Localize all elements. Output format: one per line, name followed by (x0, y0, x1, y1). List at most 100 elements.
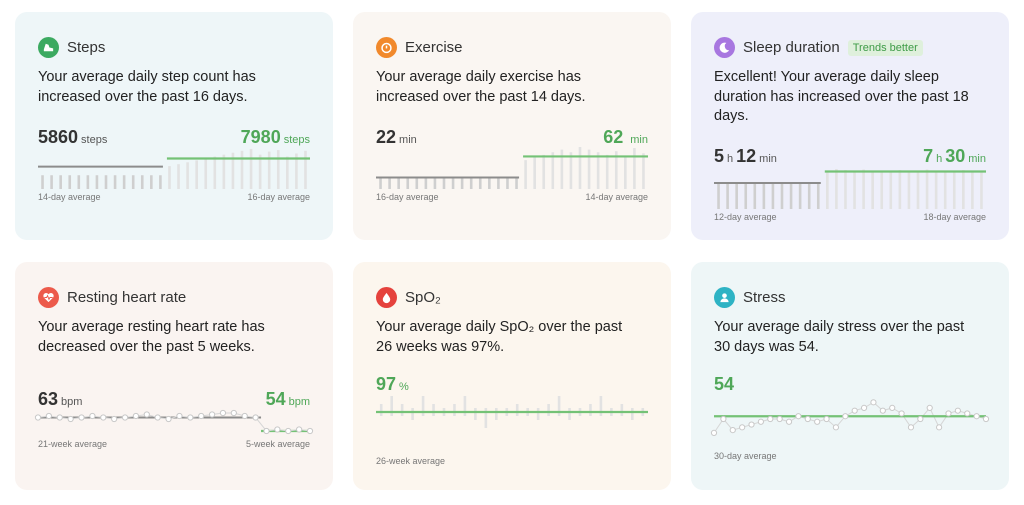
stress-point (982, 415, 990, 423)
chart-bar (41, 175, 44, 189)
old-average-caption: 16-day average (376, 192, 439, 202)
chart-bar (568, 408, 571, 420)
stress-point (945, 410, 952, 417)
chart-bar (753, 183, 757, 209)
chart-bar (916, 171, 920, 209)
chart-bar (488, 177, 491, 189)
chart-bar (633, 148, 636, 189)
spo2-chart (376, 396, 648, 428)
chart-bar (506, 177, 509, 189)
heart-rate-point (45, 412, 52, 420)
chart-bar (213, 156, 217, 189)
chart-bar (971, 171, 974, 209)
chart-bar (789, 183, 793, 209)
chart-bar (222, 154, 226, 189)
stress-point (842, 413, 849, 420)
sleep-duration-card[interactable]: Sleep duration Trends better Excellent! … (691, 12, 1009, 240)
stress-point (814, 418, 821, 425)
stress-point (851, 407, 858, 414)
chart-bar (495, 408, 498, 420)
chart-bar (934, 172, 938, 209)
old-value-number: 5860 (38, 127, 79, 147)
chart-bar (424, 177, 428, 189)
new-average-value: 54 bpm (266, 389, 310, 412)
card-description: Excellent! Your average daily sleep dura… (714, 69, 969, 124)
card-description: Your average daily exercise has increase… (376, 69, 586, 105)
chart-bar (620, 404, 624, 416)
stress-card[interactable]: Stress Your average daily stress over th… (691, 262, 1009, 490)
stress-point (879, 407, 886, 414)
chart-bar (231, 152, 235, 189)
stress-point (729, 427, 736, 434)
heart-rate-point (241, 412, 248, 420)
card-description: Your average daily stress over the past … (714, 319, 965, 355)
stress-point (954, 407, 961, 414)
new-average-value: 7 h 30 min (923, 146, 986, 169)
chart-bar (853, 172, 856, 209)
heart-rate-point (198, 412, 205, 420)
steps-card[interactable]: Steps Your average daily step count has … (15, 12, 333, 240)
value-number: 97 (376, 374, 397, 394)
stress-point (973, 413, 980, 420)
minutes-unit: min (759, 153, 777, 165)
chart-bar (77, 175, 81, 189)
heart-rate-point (165, 415, 172, 423)
chart-bar (140, 175, 144, 189)
chart-bar (835, 169, 838, 209)
chart-bar (551, 152, 555, 189)
card-description: Your average resting heart rate has decr… (38, 319, 265, 355)
chart-bar (542, 154, 546, 189)
heart-rate-point (34, 414, 42, 421)
chart-bar (442, 177, 446, 189)
old-value-number: 22 (376, 127, 397, 147)
chart-bar (578, 147, 582, 189)
chart-bar (168, 166, 171, 189)
card-header: Stress (714, 287, 786, 308)
chart-bar (113, 175, 117, 189)
trend-badge: Trends better (847, 39, 923, 56)
chart-bar (59, 175, 62, 189)
new-value-unit: steps (283, 134, 310, 146)
heart-rate-point (132, 412, 140, 420)
chart-bar (880, 170, 884, 209)
chart-bar (726, 183, 729, 209)
chart-bar (980, 170, 983, 209)
stress-point (860, 404, 868, 411)
steps-chart (38, 148, 310, 189)
chart-bar (286, 156, 289, 189)
chart-bar (379, 177, 382, 189)
new-value-number: 62 (603, 127, 624, 147)
stress-point (720, 415, 727, 423)
chart-bar (587, 149, 591, 189)
heart-rate-point (111, 415, 118, 423)
card-header: Resting heart rate (38, 287, 186, 308)
chart-bar (599, 396, 603, 416)
heart-rate-point (100, 414, 107, 421)
chart-bar (304, 150, 307, 189)
chart-bar (943, 170, 947, 209)
spo2-card[interactable]: SpO₂ Your average daily SpO₂ over the pa… (353, 262, 671, 490)
heart-rate-point (121, 414, 129, 421)
chart-bar (411, 408, 414, 420)
chart-bar (390, 396, 393, 416)
chart-bar (379, 404, 383, 416)
resting-heart-rate-card[interactable]: Resting heart rate Your average resting … (15, 262, 333, 490)
heart-rate-point (296, 426, 303, 433)
stress-point (898, 410, 905, 417)
average-value: 54 (714, 374, 734, 394)
chart-bar (557, 396, 561, 416)
chart-bar (432, 404, 435, 416)
chart-bar (614, 151, 618, 189)
chart-bar (536, 408, 540, 420)
value-unit: % (399, 381, 409, 393)
chart-bar (807, 183, 811, 209)
chart-bar (771, 183, 775, 209)
heart-rate-point (285, 427, 292, 435)
new-average-caption: 14-day average (585, 192, 648, 202)
heart-rate-chart (34, 409, 314, 435)
exercise-card[interactable]: Exercise Your average daily exercise has… (353, 12, 671, 240)
chart-bar (798, 183, 802, 209)
chart-bar (400, 404, 404, 416)
card-title: Stress (743, 289, 786, 306)
new-minutes: 30 (945, 146, 966, 166)
